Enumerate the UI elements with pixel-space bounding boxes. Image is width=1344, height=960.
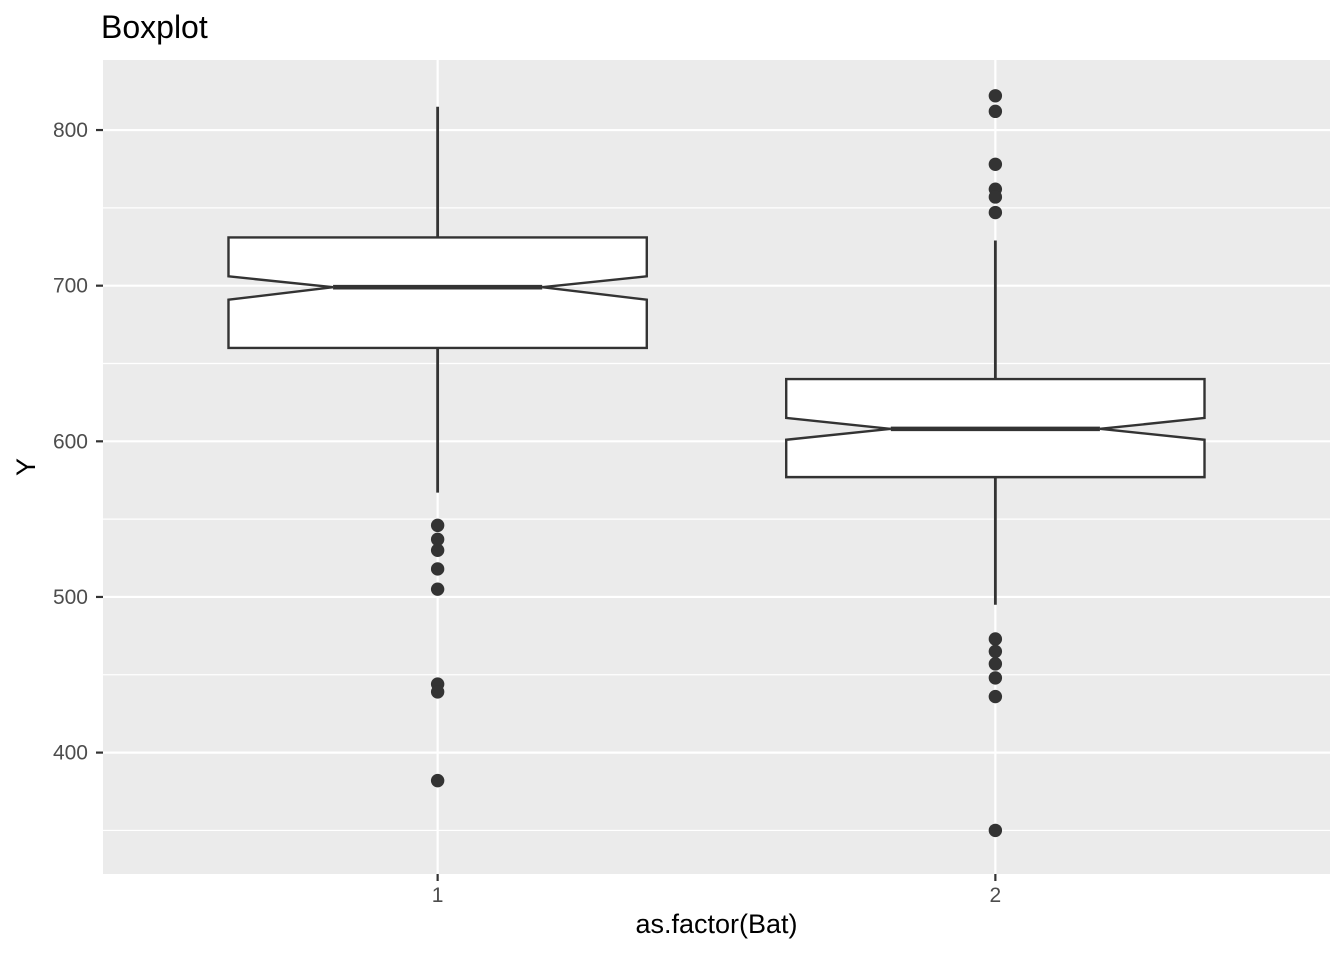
y-tick-label: 600	[53, 430, 88, 453]
plot-title: Boxplot	[101, 9, 208, 45]
outlier-point	[988, 190, 1003, 204]
y-tick-label: 700	[53, 275, 88, 298]
outlier-point	[988, 632, 1003, 646]
outlier-point	[988, 823, 1003, 838]
outlier-point	[430, 562, 445, 576]
outlier-point	[988, 89, 1003, 103]
outlier-point	[988, 657, 1003, 671]
y-tick-label: 800	[53, 119, 88, 142]
outlier-point	[988, 644, 1003, 659]
outlier-point	[430, 685, 445, 699]
x-axis-title: as.factor(Bat)	[635, 909, 798, 939]
y-axis-title: Y	[10, 458, 41, 477]
x-tick-label: 2	[990, 884, 1002, 907]
outlier-point	[988, 671, 1003, 685]
outlier-point	[430, 582, 445, 596]
y-tick-label: 500	[53, 586, 88, 609]
outlier-point	[430, 532, 445, 547]
x-tick-label: 1	[432, 884, 444, 907]
outlier-point	[988, 104, 1003, 119]
outlier-point	[988, 205, 1003, 220]
outlier-point	[988, 689, 1003, 704]
outlier-point	[430, 518, 445, 533]
notched-box	[227, 236, 648, 350]
outlier-point	[430, 773, 445, 788]
outlier-point	[988, 157, 1003, 171]
y-tick-label: 400	[53, 742, 88, 765]
outlier-point	[430, 543, 445, 557]
